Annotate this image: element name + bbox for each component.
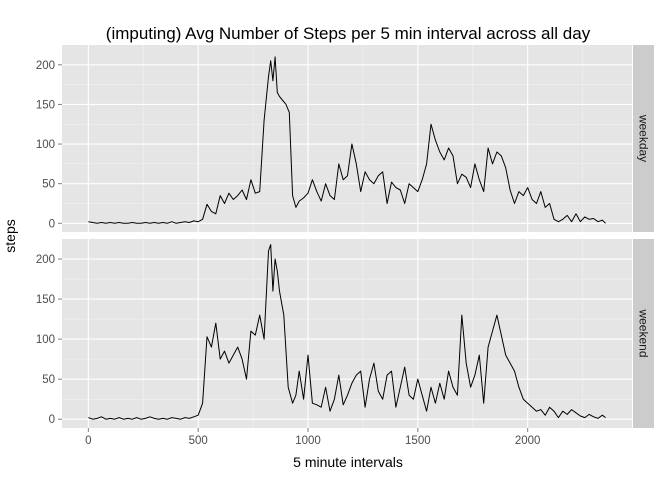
x-tick-label: 0 bbox=[85, 435, 91, 447]
x-tick-label: 1000 bbox=[295, 435, 321, 447]
y-tick-label: 100 bbox=[36, 334, 55, 346]
y-tick-label: 150 bbox=[36, 99, 55, 111]
facet-strip-label: weekend bbox=[637, 308, 651, 357]
panel-weekend: 0 50 100 150 200 weekend bbox=[36, 239, 654, 428]
y-tick-label: 100 bbox=[36, 139, 55, 151]
panel-weekday: 0 50 100 150 200 weekday bbox=[36, 45, 654, 232]
y-axis-title: steps bbox=[2, 219, 18, 252]
facet-strip bbox=[633, 239, 654, 428]
x-axis-title: 5 minute intervals bbox=[293, 454, 403, 470]
x-tick-label: 500 bbox=[189, 435, 208, 447]
panel-background bbox=[62, 45, 632, 232]
y-tick-label: 0 bbox=[49, 414, 55, 426]
y-tick-label: 0 bbox=[49, 218, 55, 230]
series-line-weekday bbox=[88, 56, 606, 224]
chart-title: (imputing) Avg Number of Steps per 5 min… bbox=[106, 24, 591, 43]
y-tick-label: 200 bbox=[36, 60, 55, 72]
panel-background bbox=[62, 239, 632, 428]
x-axis: 0 500 1000 1500 2000 bbox=[85, 428, 540, 447]
y-tick-label: 200 bbox=[36, 254, 55, 266]
facet-strip-label: weekday bbox=[637, 114, 651, 162]
series-line-weekend bbox=[88, 244, 606, 420]
y-tick-label: 50 bbox=[42, 374, 55, 386]
y-tick-label: 150 bbox=[36, 294, 55, 306]
facet-strip bbox=[633, 45, 654, 232]
y-tick-label: 50 bbox=[42, 179, 55, 191]
x-tick-label: 2000 bbox=[515, 435, 541, 447]
x-tick-label: 1500 bbox=[405, 435, 431, 447]
